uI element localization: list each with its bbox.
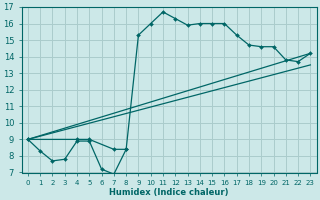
X-axis label: Humidex (Indice chaleur): Humidex (Indice chaleur)	[109, 188, 229, 197]
